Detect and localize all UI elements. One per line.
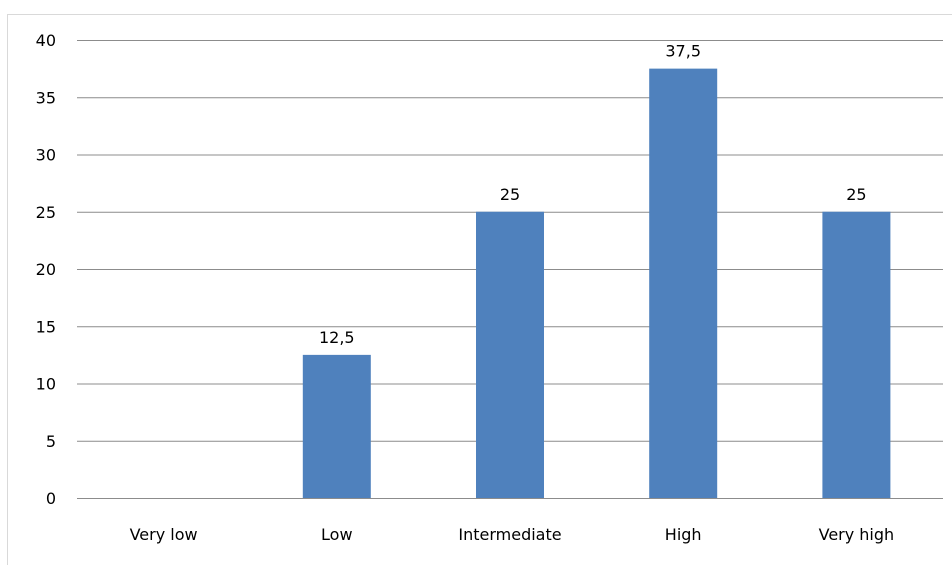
bar [476, 211, 544, 498]
y-tick-label: 40 [36, 31, 56, 50]
x-axis-tick-labels: Very low Low Intermediate High Very high [130, 525, 895, 544]
chart-frame [7, 14, 952, 565]
y-tick-label: 10 [36, 375, 56, 394]
y-axis-tick-labels: 0 5 10 15 20 25 30 35 40 [36, 31, 56, 508]
bar [302, 354, 371, 498]
y-tick-label: 0 [46, 489, 56, 508]
y-tick-label: 35 [36, 88, 56, 107]
bars [302, 68, 891, 498]
x-tick-label: Very high [819, 525, 895, 544]
bar [649, 68, 718, 498]
data-label: 37,5 [665, 42, 701, 61]
x-tick-label: Low [321, 525, 353, 544]
data-label: 25 [500, 185, 520, 204]
data-labels: 12,5 25 37,5 25 [319, 42, 867, 347]
y-tick-label: 30 [36, 146, 56, 165]
x-tick-label: High [665, 525, 702, 544]
y-tick-label: 15 [36, 317, 56, 336]
y-tick-label: 5 [46, 432, 56, 451]
x-tick-label: Very low [130, 525, 198, 544]
bar [822, 211, 891, 498]
x-tick-label: Intermediate [458, 525, 561, 544]
data-label: 12,5 [319, 328, 355, 347]
y-tick-label: 25 [36, 203, 56, 222]
y-tick-label: 20 [36, 260, 56, 279]
data-label: 25 [846, 185, 866, 204]
